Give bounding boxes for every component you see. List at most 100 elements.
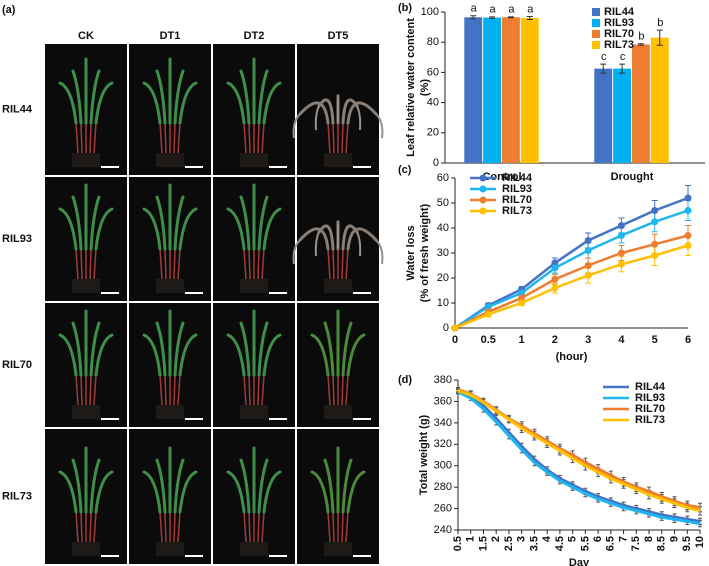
leaf bbox=[239, 458, 251, 514]
row-label: RIL44 bbox=[2, 103, 33, 115]
leaf bbox=[173, 195, 185, 251]
legend-label: RIL93 bbox=[635, 392, 665, 404]
y-tick-label: 60 bbox=[437, 172, 449, 184]
stem bbox=[257, 248, 260, 280]
x-tick-label: 5 bbox=[567, 536, 579, 542]
bar bbox=[613, 68, 631, 163]
stem bbox=[345, 511, 349, 543]
significance-letter: c bbox=[620, 51, 626, 63]
leaf bbox=[298, 101, 330, 125]
x-tick-label: 8.5 bbox=[656, 536, 668, 551]
row-label: RIL93 bbox=[2, 233, 32, 245]
line bbox=[457, 389, 701, 513]
stem bbox=[89, 122, 92, 154]
leaf bbox=[346, 227, 378, 251]
y-tick-label: 240 bbox=[434, 524, 452, 536]
line bbox=[454, 234, 689, 330]
leaf bbox=[239, 321, 251, 377]
legend-swatch bbox=[592, 19, 600, 27]
x-tick-label: 3 bbox=[585, 334, 591, 346]
row-label: RIL70 bbox=[2, 359, 32, 371]
y-tick-label: 40 bbox=[437, 222, 449, 234]
marker bbox=[484, 310, 492, 318]
leaf bbox=[341, 321, 353, 377]
leaf bbox=[314, 231, 320, 257]
stem bbox=[80, 511, 83, 543]
stem bbox=[341, 248, 344, 280]
leaf bbox=[310, 470, 330, 514]
marker bbox=[617, 222, 625, 229]
stem bbox=[173, 374, 176, 406]
x-tick-label: 9 bbox=[668, 536, 680, 542]
column-label: CK bbox=[78, 30, 94, 42]
leaf bbox=[226, 207, 246, 251]
error-bar bbox=[637, 43, 644, 46]
stem bbox=[80, 248, 83, 280]
leaf bbox=[58, 207, 78, 251]
pot bbox=[72, 542, 100, 556]
x-tick-label: 3.5 bbox=[528, 536, 540, 551]
stem bbox=[159, 374, 163, 406]
bar bbox=[650, 37, 669, 163]
y-tick-label: 60 bbox=[427, 66, 439, 78]
leaf bbox=[71, 458, 83, 514]
y-tick-label: 10 bbox=[437, 297, 449, 309]
leaf bbox=[226, 470, 246, 514]
stem bbox=[248, 122, 251, 154]
marker bbox=[551, 264, 559, 272]
marker bbox=[518, 289, 526, 297]
leaf bbox=[239, 195, 251, 251]
legend-label: RIL73 bbox=[502, 205, 532, 217]
leaf bbox=[155, 69, 167, 125]
marker bbox=[651, 240, 659, 248]
stem bbox=[75, 374, 79, 406]
leaf bbox=[262, 207, 282, 251]
x-tick-label: Control bbox=[482, 171, 521, 183]
x-tick-label: 8 bbox=[643, 536, 655, 542]
leaf bbox=[314, 105, 320, 131]
leaf bbox=[323, 321, 335, 377]
x-tick-label: 4.5 bbox=[554, 536, 566, 551]
marker bbox=[584, 247, 592, 254]
leaf bbox=[178, 81, 198, 125]
leaf bbox=[173, 321, 185, 377]
pot bbox=[324, 153, 352, 167]
stem bbox=[257, 374, 260, 406]
stem bbox=[261, 122, 265, 154]
x-tick-label: 5 bbox=[652, 334, 658, 346]
y-tick-label: 30 bbox=[437, 247, 449, 259]
y-tick-label: 380 bbox=[434, 374, 452, 386]
x-tick-label: 1 bbox=[465, 536, 477, 542]
leaf bbox=[323, 458, 335, 514]
x-tick-label: 2 bbox=[490, 536, 502, 542]
stem bbox=[75, 122, 79, 154]
stem bbox=[332, 122, 335, 154]
stem bbox=[248, 511, 251, 543]
x-tick-label: 7 bbox=[617, 536, 629, 542]
legend-label: RIL44 bbox=[604, 6, 635, 18]
y-tick-label: 20 bbox=[437, 272, 449, 284]
marker bbox=[684, 194, 692, 202]
bar bbox=[632, 44, 650, 164]
line bbox=[454, 209, 689, 330]
leaf bbox=[89, 458, 101, 514]
y-axis-label: (% of fresh weight) bbox=[419, 203, 431, 302]
stem bbox=[173, 511, 176, 543]
error-bar bbox=[600, 63, 607, 74]
error-bar bbox=[507, 16, 514, 19]
legend-label: RIL93 bbox=[502, 183, 532, 195]
marker bbox=[684, 207, 692, 214]
stem bbox=[327, 511, 331, 543]
stem bbox=[89, 248, 92, 280]
x-tick-label: 6 bbox=[592, 536, 604, 542]
bar bbox=[520, 18, 539, 164]
y-axis-label: (%) bbox=[419, 79, 431, 96]
legend-swatch bbox=[592, 41, 600, 49]
stem bbox=[80, 374, 83, 406]
legend-swatch bbox=[592, 8, 600, 16]
marker bbox=[551, 284, 559, 292]
error-bar bbox=[619, 63, 626, 74]
stem bbox=[261, 248, 265, 280]
marker bbox=[584, 272, 592, 279]
leaf bbox=[226, 81, 246, 125]
